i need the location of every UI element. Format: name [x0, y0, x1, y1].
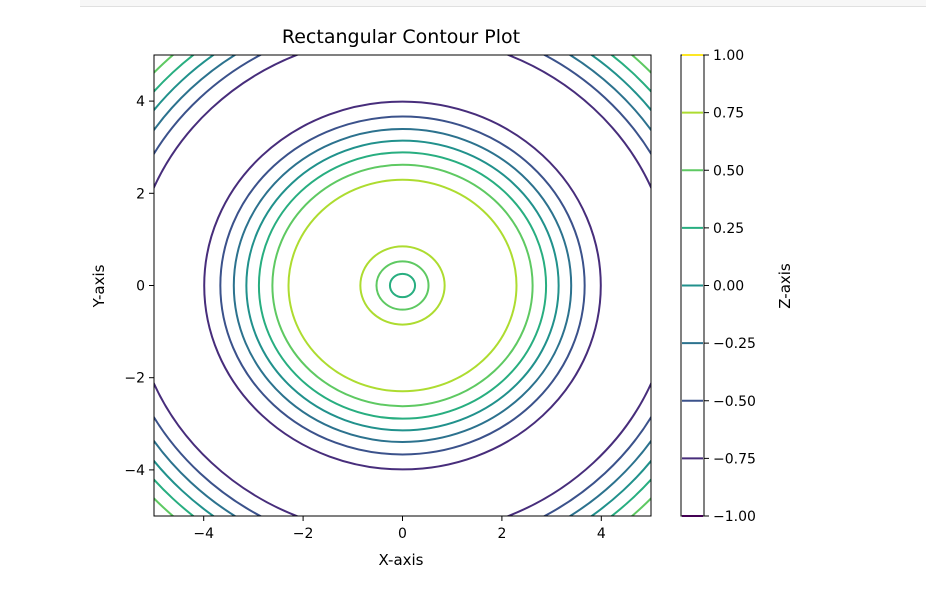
y-tick-label: 2 — [136, 186, 145, 202]
y-tick-label: −2 — [124, 371, 145, 387]
colorbar-tick-label: −0.50 — [713, 394, 756, 410]
contour-line — [154, 55, 651, 516]
contour-line — [154, 55, 651, 516]
contour-line — [375, 260, 430, 311]
plot-frame — [153, 54, 652, 517]
colorbar-label: Z-axis — [776, 263, 794, 309]
notebook-cell-border — [80, 0, 926, 7]
y-tick-label: −4 — [124, 463, 145, 479]
colorbar-tick-label: 0.00 — [713, 279, 744, 295]
colorbar-tick-label: 0.50 — [713, 163, 744, 179]
x-tick-label: 4 — [597, 526, 606, 542]
colorbar-tick-label: −0.25 — [713, 336, 756, 352]
colorbar-tick-label: −0.75 — [713, 451, 756, 467]
contour-line — [154, 55, 651, 516]
contour-line — [219, 115, 586, 456]
contour-line — [388, 272, 417, 299]
y-tick-label: 0 — [136, 279, 145, 295]
contour-lines — [154, 55, 651, 516]
contour-line — [359, 245, 446, 326]
x-axis-label: X-axis — [379, 551, 424, 569]
x-axis-ticks: −4 −2 0 2 4 — [193, 516, 606, 542]
contour-line — [245, 139, 560, 432]
contour-line — [287, 178, 518, 393]
colorbar-tick-label: 1.00 — [713, 48, 744, 64]
colorbar-tick-label: 0.25 — [713, 221, 744, 237]
colorbar-tick-label: −1.00 — [713, 509, 756, 525]
colorbar-tick-label: 0.75 — [713, 106, 744, 122]
contour-line — [271, 163, 534, 408]
colorbar: −1.00 −0.75 −0.50 −0.25 0.00 0.25 0.50 0.75 1.00 — [682, 48, 756, 525]
x-tick-label: 2 — [497, 526, 506, 542]
chart-title: Rectangular Contour Plot — [282, 26, 520, 48]
y-axis-ticks: −4 −2 0 2 4 — [124, 94, 154, 479]
contour-line — [257, 151, 548, 420]
y-axis-label: Y-axis — [90, 264, 108, 308]
x-tick-label: −2 — [293, 526, 314, 542]
contour-line — [232, 128, 573, 443]
contour-line — [154, 55, 651, 516]
y-tick-label: 4 — [136, 94, 145, 110]
contour-line — [203, 100, 602, 471]
x-tick-label: 0 — [398, 526, 407, 542]
x-tick-label: −4 — [193, 526, 214, 542]
